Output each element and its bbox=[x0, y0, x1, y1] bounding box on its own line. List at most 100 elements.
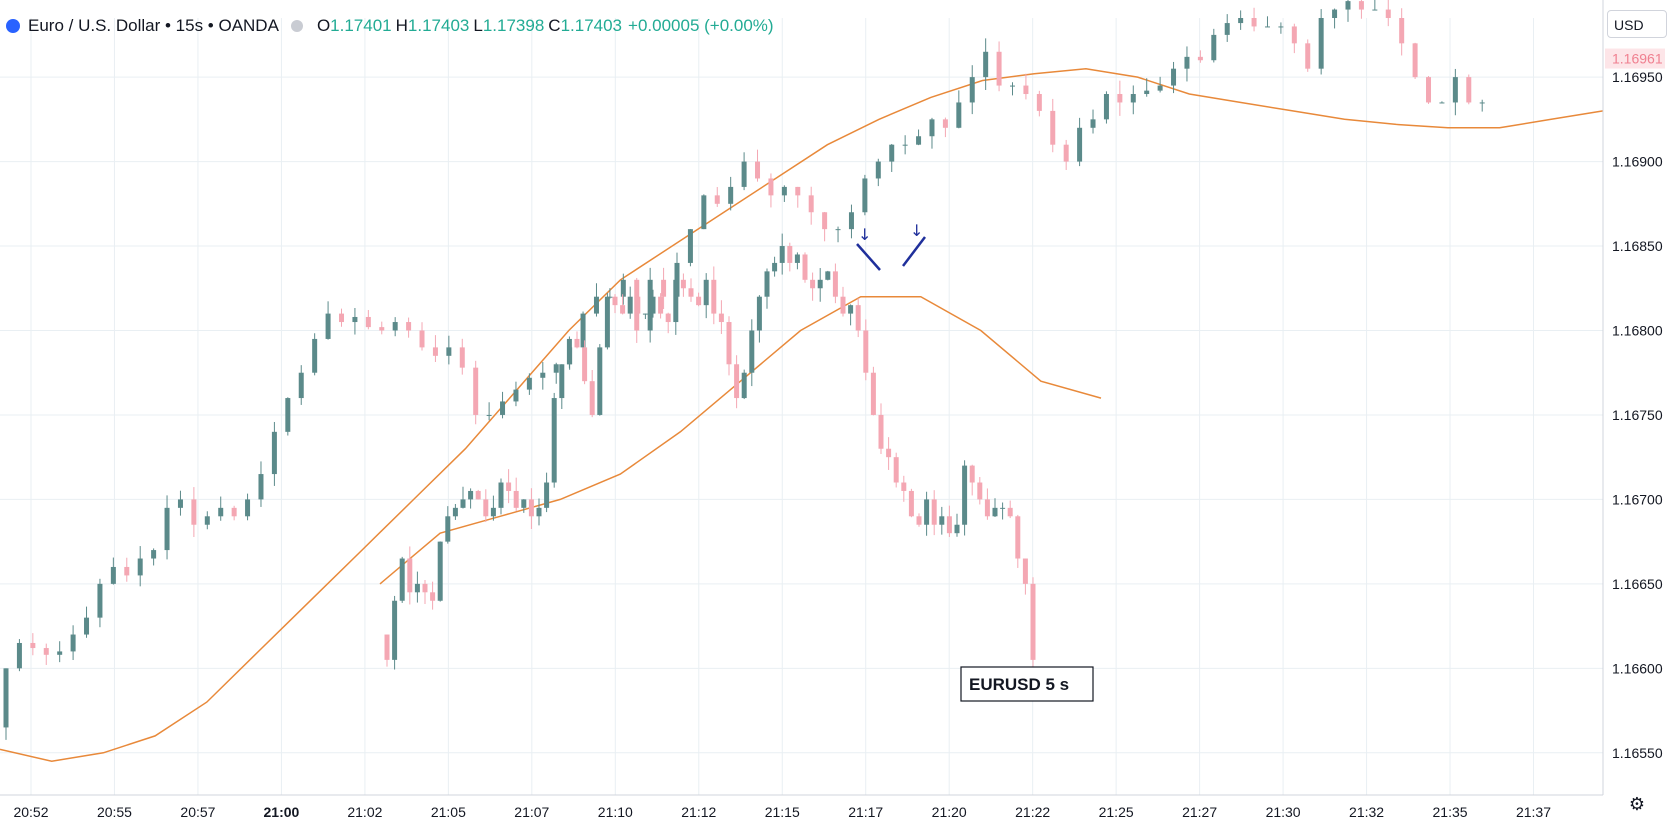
moving-average-lines bbox=[0, 67, 1604, 762]
main-candle-body bbox=[177, 499, 183, 508]
main-candle-body bbox=[379, 327, 385, 331]
main-candle-body bbox=[70, 634, 76, 652]
y-tick-label: 1.16750 bbox=[1612, 407, 1663, 423]
overlay-candle-body bbox=[1015, 516, 1021, 559]
overlay-candle-body bbox=[544, 482, 550, 508]
overlay-candle-body bbox=[483, 499, 489, 517]
main-candle-body bbox=[124, 566, 130, 576]
main-candle-body bbox=[1385, 9, 1391, 18]
overlay-candle-body bbox=[977, 482, 983, 500]
overlay-candle-body bbox=[931, 499, 937, 525]
low-label: L bbox=[473, 16, 483, 35]
gear-icon[interactable]: ⚙ bbox=[1628, 794, 1646, 814]
y-tick-label: 1.16550 bbox=[1612, 745, 1663, 761]
high-label: H bbox=[395, 16, 408, 35]
overlay-candle-body bbox=[924, 499, 930, 525]
main-candle-body bbox=[1144, 90, 1150, 95]
main-candle-body bbox=[298, 372, 304, 399]
main-candle-body bbox=[1372, 9, 1378, 11]
main-candle-body bbox=[486, 414, 492, 416]
main-candle-body bbox=[30, 642, 36, 649]
main-candle-body bbox=[795, 186, 801, 196]
change-value: +0.00005 (+0.00%) bbox=[628, 16, 774, 35]
overlay-candle-body bbox=[848, 305, 854, 314]
main-candle-body bbox=[1345, 1, 1351, 10]
overlay-candle-body bbox=[764, 271, 770, 297]
overlay-candle-body bbox=[566, 338, 572, 365]
overlay-candle-body bbox=[726, 322, 732, 365]
main-candle-body bbox=[204, 516, 210, 525]
main-candle-body bbox=[661, 279, 667, 297]
overlay-candle-body bbox=[703, 279, 709, 306]
overlay-candle-body bbox=[855, 305, 861, 331]
x-tick-label: 21:15 bbox=[765, 804, 800, 820]
overlay-candle-body bbox=[414, 583, 420, 593]
main-candle-body bbox=[1426, 77, 1432, 103]
main-candle-body bbox=[956, 102, 962, 128]
main-candle-body bbox=[1466, 77, 1472, 103]
trend-line-annotation bbox=[902, 236, 926, 267]
main-candle-body bbox=[983, 51, 989, 78]
overlay-candle-body bbox=[620, 305, 626, 314]
x-tick-label: 21:32 bbox=[1349, 804, 1384, 820]
main-candle-body bbox=[271, 431, 277, 475]
overlay-candle-body bbox=[969, 465, 975, 483]
main-candle-body bbox=[593, 296, 599, 314]
overlay-candle-body bbox=[794, 254, 800, 263]
overlay-candle-body bbox=[1007, 507, 1013, 517]
overlay-candle-body bbox=[521, 499, 527, 508]
currency-button[interactable]: USD bbox=[1607, 10, 1667, 38]
x-tick-label: 21:37 bbox=[1516, 804, 1551, 820]
symbol-title[interactable]: Euro / U.S. Dollar • 15s • OANDA bbox=[28, 16, 279, 35]
main-candle-body bbox=[1211, 34, 1217, 61]
x-tick-label: 21:17 bbox=[848, 804, 883, 820]
main-candle-body bbox=[3, 668, 9, 728]
down-arrow-marker: ↓ bbox=[910, 221, 923, 240]
y-tick-label: 1.16850 bbox=[1612, 238, 1663, 254]
main-candle-body bbox=[16, 642, 22, 669]
overlay-candle-body bbox=[445, 516, 451, 542]
main-candle-body bbox=[43, 648, 49, 655]
overlay-candle-body bbox=[574, 338, 580, 348]
overlay-candle-body bbox=[779, 246, 785, 263]
main-candle-body bbox=[365, 316, 371, 328]
overlay-candle-body bbox=[840, 296, 846, 314]
overlay-candle-body bbox=[901, 482, 907, 491]
overlay-candle-body bbox=[787, 246, 793, 263]
overlay-candle-body bbox=[696, 296, 702, 306]
main-candle-body bbox=[352, 316, 358, 323]
overlay-candle-body bbox=[946, 516, 952, 534]
x-tick-label: 21:12 bbox=[681, 804, 716, 820]
overlay-candle-body bbox=[673, 279, 679, 323]
main-candle-body bbox=[312, 338, 318, 373]
main-candle-body bbox=[1103, 94, 1109, 120]
overlay-candle-body bbox=[627, 296, 633, 314]
x-tick-label: 21:02 bbox=[347, 804, 382, 820]
main-candle-body bbox=[822, 212, 828, 230]
main-candle-body bbox=[969, 77, 975, 103]
visibility-icon[interactable] bbox=[290, 20, 303, 32]
main-candle-body bbox=[768, 178, 774, 196]
overlay-candle-body bbox=[642, 313, 648, 315]
overlay-candle-body bbox=[1022, 558, 1028, 584]
main-candle-body bbox=[218, 507, 224, 517]
y-tick-label: 1.16600 bbox=[1612, 660, 1663, 676]
main-candle-body bbox=[1050, 110, 1056, 145]
main-candle-body bbox=[1184, 56, 1190, 69]
overlay-candle-body bbox=[452, 507, 458, 517]
main-candle-body bbox=[1305, 43, 1311, 69]
main-candle-body bbox=[1332, 9, 1338, 18]
x-tick-label: 20:55 bbox=[97, 804, 132, 820]
x-tick-label: 21:35 bbox=[1433, 804, 1468, 820]
overlay-candle-body bbox=[582, 347, 588, 382]
overlay-candle-body bbox=[962, 465, 968, 525]
y-tick-label: 1.16950 bbox=[1612, 69, 1663, 85]
main-candle-body bbox=[580, 313, 586, 348]
overlay-candle-body bbox=[908, 490, 914, 517]
main-candle-body bbox=[1291, 26, 1297, 44]
main-candle-body bbox=[1197, 56, 1203, 61]
x-tick-label: 21:22 bbox=[1015, 804, 1050, 820]
overlay-candle-body bbox=[954, 524, 960, 534]
x-tick-label: 21:00 bbox=[264, 804, 300, 820]
